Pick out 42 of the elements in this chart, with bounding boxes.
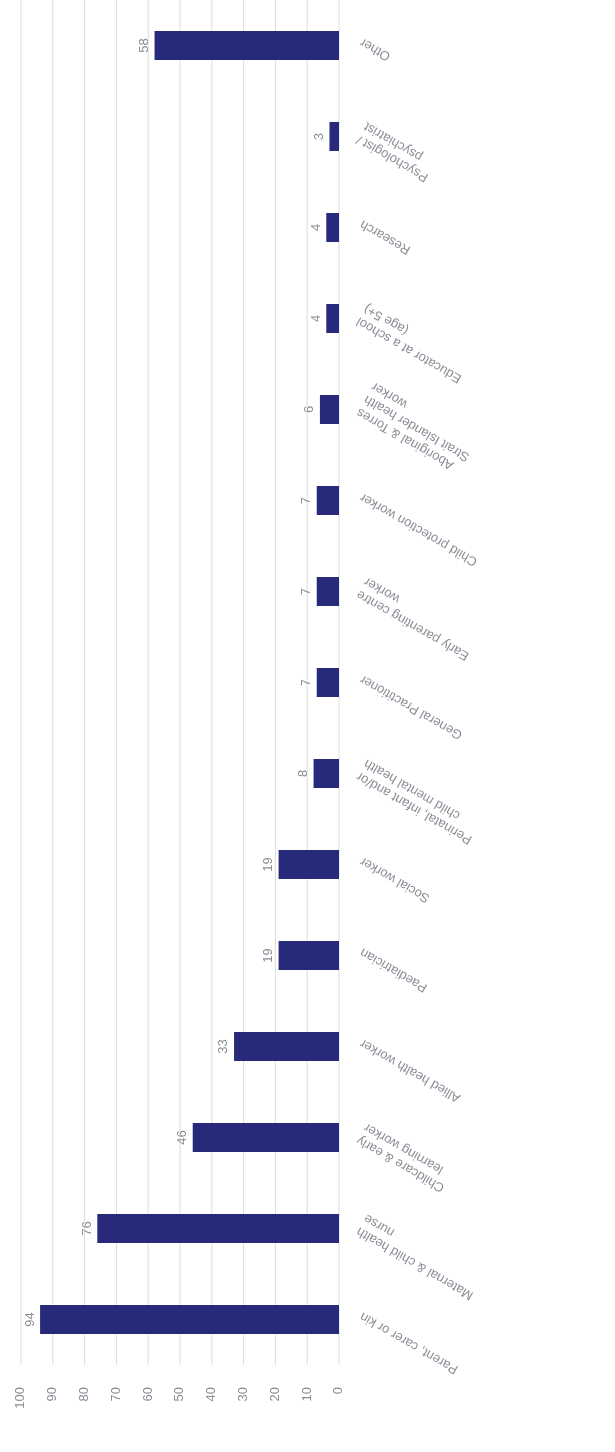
data-label: 4	[307, 314, 323, 323]
data-label: 46	[174, 1130, 190, 1145]
x-tick-label: 40	[203, 1387, 219, 1402]
data-label: 7	[298, 587, 314, 596]
x-tick-label: 60	[139, 1387, 155, 1402]
bar	[97, 1214, 339, 1243]
x-tick-label: 50	[171, 1387, 187, 1402]
bar	[278, 941, 339, 970]
data-label: 7	[298, 496, 314, 505]
y-tick-label: Other	[356, 35, 393, 65]
data-label: 3	[310, 132, 326, 141]
data-label: 4	[307, 223, 323, 232]
data-label: 7	[298, 678, 314, 687]
x-tick-label: 100	[12, 1387, 28, 1409]
bar	[192, 1123, 339, 1152]
data-label: 19	[260, 948, 276, 963]
x-tick-label: 30	[235, 1387, 251, 1402]
x-tick-label: 90	[44, 1387, 60, 1402]
data-label: 76	[78, 1221, 94, 1236]
bar	[326, 304, 339, 333]
bar	[329, 122, 339, 151]
bar	[278, 850, 339, 879]
x-tick-label: 70	[107, 1387, 123, 1402]
bar	[313, 759, 339, 788]
x-tick-label: 20	[266, 1387, 282, 1402]
bar	[316, 577, 339, 606]
bar	[326, 213, 339, 242]
data-label: 94	[21, 1312, 37, 1327]
x-tick-label: 10	[298, 1387, 314, 1402]
bar	[154, 31, 339, 60]
data-label: 6	[301, 405, 317, 414]
bar	[40, 1305, 339, 1334]
x-tick-label: 80	[76, 1387, 92, 1402]
bar	[316, 668, 339, 697]
data-label: 33	[215, 1039, 231, 1054]
data-label: 58	[136, 38, 151, 53]
data-label: 19	[260, 857, 276, 872]
data-label: 8	[295, 769, 310, 778]
bar	[316, 486, 339, 515]
bar	[234, 1032, 339, 1061]
x-tick-label: 0	[330, 1387, 346, 1395]
bar	[319, 395, 339, 424]
